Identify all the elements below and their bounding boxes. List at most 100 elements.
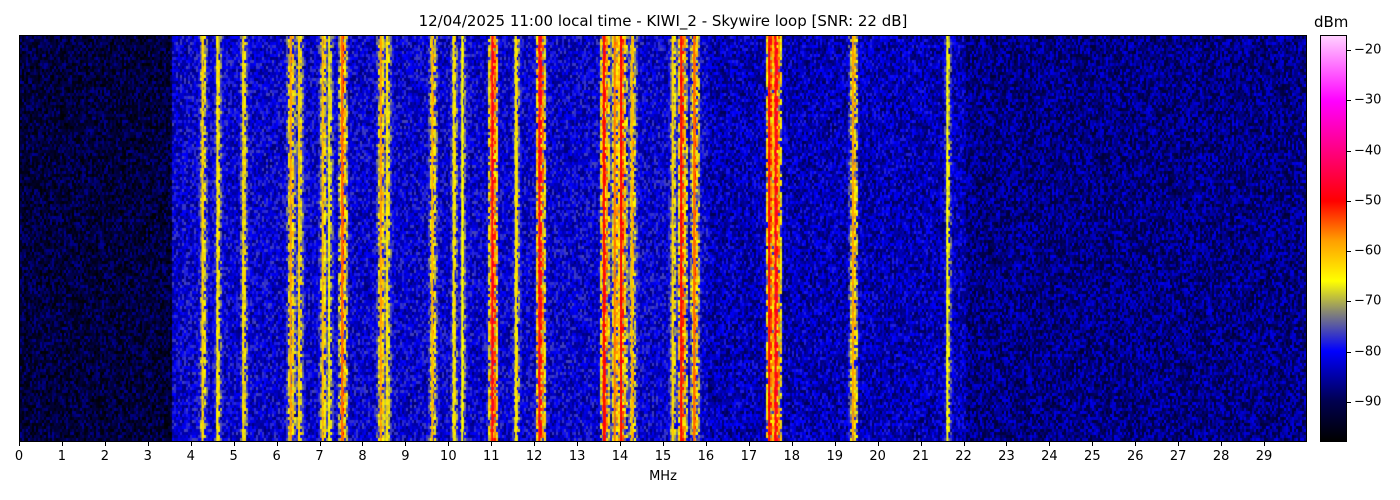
x-tick-label: 14 (611, 449, 629, 464)
x-tick (920, 442, 922, 446)
x-tick-label: 5 (229, 449, 238, 464)
colorbar-tick-label: −50 (1354, 193, 1382, 209)
x-tick-label: 1 (57, 449, 67, 464)
x-tick-label: 9 (401, 449, 410, 464)
x-tick (534, 442, 536, 446)
signal-line (298, 36, 301, 441)
signal-line (321, 36, 324, 441)
x-tick (748, 442, 750, 446)
x-tick (19, 442, 20, 446)
x-tick-label: 11 (482, 449, 500, 464)
colorbar-tick-label: −70 (1354, 293, 1382, 309)
colorbar-tick-label: −40 (1354, 143, 1382, 159)
x-tick-label: 24 (1041, 449, 1058, 464)
x-tick-label: 0 (14, 449, 24, 464)
x-tick (620, 442, 622, 446)
signal-line (216, 36, 219, 441)
waterfall-plot (19, 35, 1307, 442)
x-tick-label: 29 (1255, 449, 1273, 464)
signal-line (946, 36, 949, 441)
x-tick (791, 442, 793, 446)
colorbar-tick-label: −60 (1354, 243, 1382, 259)
signal-line (386, 36, 389, 441)
x-tick (834, 442, 836, 446)
x-tick-label: 16 (697, 449, 715, 464)
colorbar-tick (1347, 401, 1351, 403)
signal-line (774, 36, 777, 441)
signal-line (431, 36, 434, 441)
x-tick (1135, 442, 1137, 446)
x-tick (276, 442, 278, 446)
signal-line (680, 36, 683, 441)
x-tick (147, 442, 149, 446)
colorbar-tick (1347, 50, 1351, 52)
colorbar-tick-label: −30 (1354, 92, 1382, 108)
x-tick-label: 3 (143, 449, 152, 464)
signal-line (289, 36, 292, 441)
signal-line (514, 36, 517, 441)
colorbar-tick (1347, 150, 1351, 152)
x-tick (362, 442, 364, 446)
signal-layer (201, 36, 949, 441)
x-tick (877, 442, 879, 446)
colorbar-tick-label: −20 (1354, 42, 1382, 58)
signal-line (461, 36, 464, 441)
x-tick (663, 442, 664, 446)
x-tick (1049, 442, 1051, 446)
signal-line (452, 36, 455, 441)
x-tick (448, 442, 450, 446)
x-tick (1092, 442, 1094, 446)
signal-line (602, 36, 605, 441)
signal-line (620, 36, 623, 441)
signal-line (693, 36, 696, 441)
signal-line (671, 36, 674, 441)
signal-line (201, 36, 204, 441)
x-tick-label: 23 (998, 449, 1015, 464)
signal-line (851, 36, 854, 441)
x-tick-label: 7 (315, 449, 324, 464)
x-tick (1221, 442, 1223, 446)
x-tick-label: 18 (783, 449, 801, 464)
waterfall-noise (20, 36, 1306, 441)
signal-line (768, 36, 771, 441)
colorbar-tick-label: −80 (1354, 344, 1382, 360)
signal-line (613, 36, 616, 441)
signal-line (491, 36, 494, 441)
x-tick-label: 12 (525, 449, 543, 464)
x-tick-label: 4 (186, 449, 195, 464)
colorbar (1320, 35, 1347, 442)
x-tick-label: 13 (568, 449, 586, 464)
x-tick (1264, 442, 1266, 446)
x-tick (233, 442, 235, 446)
x-tick-label: 10 (440, 449, 457, 464)
colorbar-tick (1347, 100, 1351, 102)
x-tick (319, 442, 321, 446)
x-tick (963, 442, 965, 446)
x-tick-label: 2 (100, 449, 109, 464)
x-tick-label: 19 (826, 449, 843, 464)
x-tick-label: 22 (955, 449, 972, 464)
x-tick (61, 442, 63, 446)
x-tick (190, 442, 192, 446)
x-tick (491, 442, 493, 446)
signal-line (630, 36, 633, 441)
x-tick-label: 27 (1169, 449, 1187, 464)
colorbar-tick (1347, 200, 1351, 202)
x-tick-label: 17 (740, 449, 758, 464)
colorbar-label: dBm (1314, 13, 1349, 31)
signal-line (341, 36, 343, 441)
x-tick (577, 442, 579, 446)
x-tick-label: 20 (869, 449, 886, 464)
colorbar-tick (1347, 351, 1351, 353)
signal-line (242, 36, 245, 441)
signal-line (538, 36, 541, 441)
colorbar-tick (1347, 301, 1351, 303)
x-tick (705, 442, 707, 446)
x-tick-label: 15 (654, 449, 672, 464)
x-tick-label: 26 (1126, 449, 1144, 464)
x-tick-label: 21 (912, 449, 929, 464)
x-tick-label: 28 (1212, 449, 1230, 464)
colorbar-tick (1347, 251, 1351, 253)
x-tick (1178, 442, 1180, 446)
x-tick (104, 442, 106, 446)
